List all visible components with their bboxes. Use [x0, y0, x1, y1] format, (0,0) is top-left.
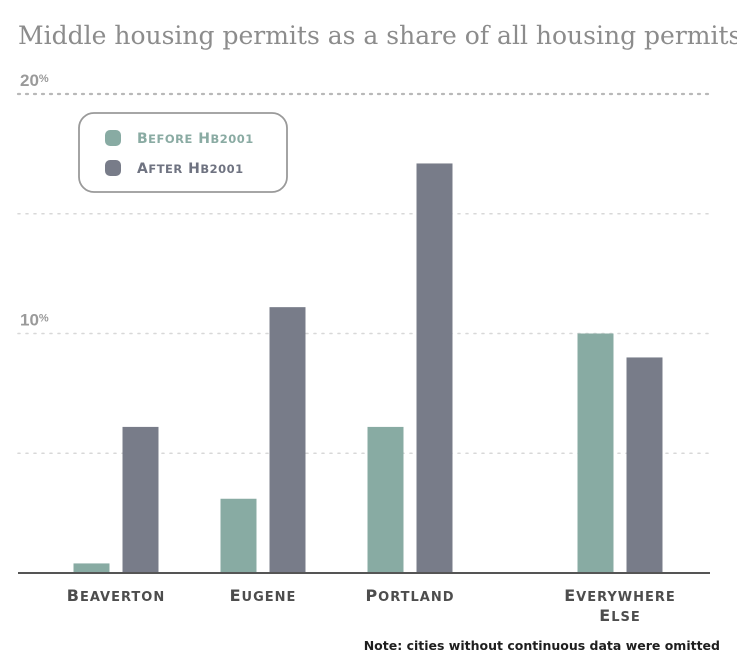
category-label-everywhere-else-line2: ELSE	[599, 606, 640, 625]
y-tick-label: 10%	[20, 311, 49, 330]
bar-beaverton-after-hb2001	[122, 426, 159, 573]
category-label-everywhere-else-line1: EVERYWHERE	[564, 586, 676, 605]
y-tick-unit: %	[39, 73, 49, 85]
y-axis-tick-labels: 20%10%	[20, 71, 49, 330]
legend-swatch-after-hb2001	[105, 160, 121, 176]
legend-box	[78, 112, 288, 193]
bar-beaverton-before-hb2001	[73, 563, 110, 573]
y-tick-label: 20%	[20, 71, 49, 90]
bar-portland-after-hb2001	[416, 163, 453, 573]
chart-note: Note: cities without continuous data wer…	[364, 638, 720, 653]
chart-title: Middle housing permits as a share of all…	[18, 21, 737, 50]
category-label-portland: PORTLAND	[365, 586, 454, 605]
bar-eugene-after-hb2001	[269, 307, 306, 573]
bar-portland-before-hb2001	[367, 426, 404, 573]
legend-label-after-hb2001: AFTER HB2001	[137, 161, 244, 177]
legend-label-before-hb2001: BEFORE HB2001	[137, 131, 254, 147]
y-tick-unit: %	[39, 313, 49, 325]
category-label-beaverton: BEAVERTON	[67, 586, 165, 605]
y-tick-value: 10	[20, 311, 39, 330]
category-label-eugene: EUGENE	[230, 586, 297, 605]
legend-swatch-before-hb2001	[105, 130, 121, 146]
bars	[73, 163, 663, 573]
legend: BEFORE HB2001 AFTER HB2001	[78, 112, 288, 193]
y-tick-value: 20	[20, 71, 39, 90]
bar-eugene-before-hb2001	[220, 498, 257, 573]
bar-everywhere-else-after-hb2001	[626, 357, 663, 573]
bar-everywhere-else-before-hb2001	[577, 333, 614, 573]
